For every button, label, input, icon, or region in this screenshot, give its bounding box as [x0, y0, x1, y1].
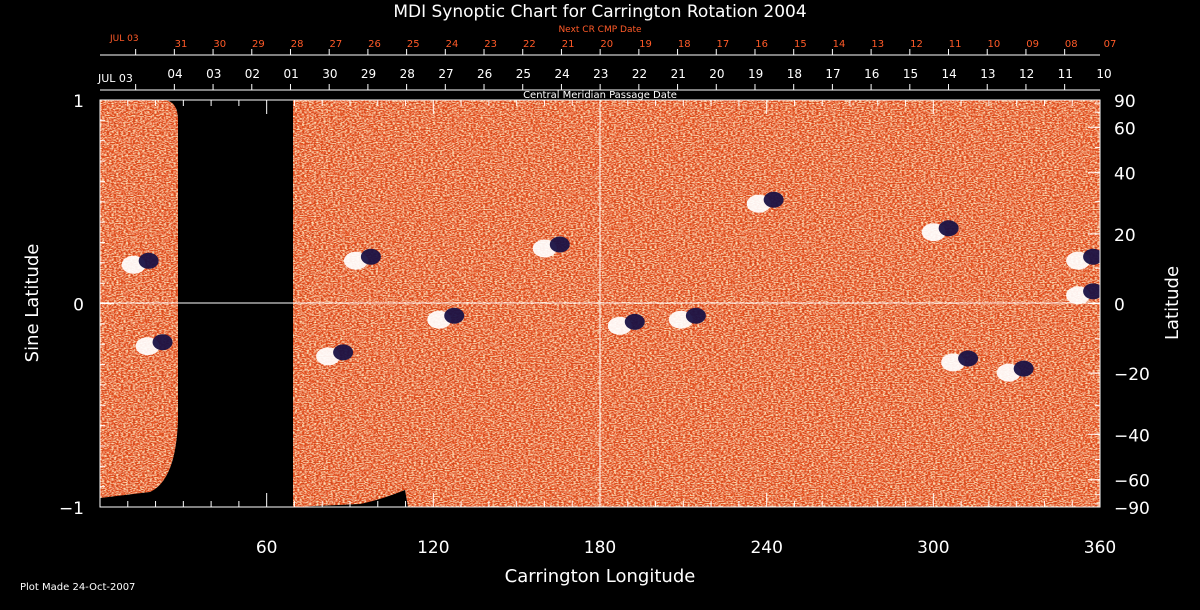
next-cr-start-label: JUL 03: [109, 34, 139, 44]
cmp-date-label: 22: [632, 67, 647, 81]
next-cr-date-label: 30: [213, 39, 226, 50]
x-tick-label: 360: [1084, 538, 1116, 558]
lat-tick-label: 40: [1114, 165, 1136, 185]
cmp-date-label: 16: [864, 67, 879, 81]
x-tick-label: 180: [584, 538, 616, 558]
x-tick-label: 120: [417, 538, 449, 558]
x-tick-label: 60: [256, 538, 278, 558]
y-axis-label-right: Latitude: [1162, 266, 1183, 340]
plot-frame: 60 120 180 240 300 360 1 0 −1 90 60 40 20 0 −20 −40 −60 −…: [59, 92, 1150, 558]
next-cr-date-label: 15: [794, 39, 807, 50]
next-cr-date-label: 11: [949, 39, 962, 50]
cmp-date-label: 04: [167, 67, 182, 81]
next-cr-date-label: 12: [910, 39, 923, 50]
active-region-negative: [685, 307, 706, 324]
next-cr-date-label: 29: [252, 39, 265, 50]
next-cr-date-label: 14: [833, 39, 846, 50]
cmp-date-label: 10: [1096, 67, 1111, 81]
next-cr-date-label: 10: [988, 39, 1001, 50]
lat-tick-label: 20: [1114, 226, 1136, 246]
cmp-date-label: 30: [322, 67, 337, 81]
cmp-axis-label: Central Meridian Passage Date: [523, 90, 677, 101]
cmp-date-label: 26: [477, 67, 492, 81]
next-cr-date-label: 22: [523, 39, 536, 50]
lat-tick-label: 60: [1114, 119, 1136, 139]
active-region-negative: [1013, 360, 1034, 377]
next-cr-date-label: 23: [484, 39, 497, 50]
cmp-date-label: 29: [361, 67, 376, 81]
lat-tick-label: −60: [1114, 472, 1150, 492]
cmp-date-label: 19: [748, 67, 763, 81]
cmp-date-label: 03: [206, 67, 221, 81]
next-cr-date-label: 27: [329, 39, 342, 50]
cmp-date-label: 15: [903, 67, 918, 81]
field-left-strip: [100, 100, 178, 498]
next-cr-date-label: 31: [175, 39, 188, 50]
next-cr-date-label: 18: [678, 39, 691, 50]
cmp-date-label: 25: [516, 67, 531, 81]
cmp-date-label: 12: [1019, 67, 1034, 81]
x-tick-label: 300: [917, 538, 949, 558]
cmp-date-label: 13: [980, 67, 995, 81]
next-cr-axis-label: Next CR CMP Date: [558, 25, 642, 35]
cmp-start-label: JUL 03: [97, 72, 133, 85]
lat-tick-label: 90: [1114, 92, 1136, 112]
active-region-negative: [1083, 283, 1100, 300]
active-region-negative: [624, 313, 645, 330]
lat-tick-label: −20: [1114, 365, 1150, 385]
cmp-date-label: 01: [283, 67, 298, 81]
chart-title: MDI Synoptic Chart for Carrington Rotati…: [393, 2, 806, 22]
cmp-date-label: 02: [245, 67, 260, 81]
active-region-negative: [138, 252, 159, 269]
y-axis-label-left: Sine Latitude: [22, 244, 43, 363]
cmp-date-label: 17: [825, 67, 840, 81]
active-region-negative: [444, 307, 465, 324]
plot-area: [100, 100, 1100, 507]
x-tick-label: 240: [750, 538, 782, 558]
next-cr-date-label: 08: [1065, 39, 1078, 50]
lat-tick-label: −90: [1114, 499, 1150, 519]
next-cr-date-label: 17: [717, 39, 730, 50]
cmp-date-label: 11: [1058, 67, 1073, 81]
next-cr-date-label: 09: [1026, 39, 1039, 50]
next-cr-date-label: 25: [407, 39, 420, 50]
cmp-date-label: 27: [438, 67, 453, 81]
y-tick-label-left: −1: [59, 499, 84, 519]
active-region-negative: [333, 344, 354, 361]
cmp-date-label: 23: [593, 67, 608, 81]
active-region-negative: [958, 350, 979, 367]
active-region-negative: [152, 334, 173, 351]
cmp-date-label: 28: [400, 67, 415, 81]
next-cr-date-label: 26: [368, 39, 381, 50]
cmp-date-label: 18: [787, 67, 802, 81]
cmp-date-label: 24: [554, 67, 569, 81]
active-region-negative: [763, 191, 784, 208]
cmp-date-label: 21: [671, 67, 686, 81]
y-tick-label-left: 1: [73, 92, 84, 112]
cmp-date-label: 14: [942, 67, 957, 81]
next-cr-date-label: 19: [639, 39, 652, 50]
active-region-negative: [1083, 248, 1100, 265]
cmp-axis: JUL 03 04 03 02 01 30 29 28 27 26 25 24 23 22 21 20 19 1…: [97, 67, 1112, 101]
next-cr-date-label: 24: [446, 39, 459, 50]
lat-tick-label: −40: [1114, 426, 1150, 446]
next-cr-axis: Next CR CMP Date JUL 03 31 30 29 28 27 26 25 24…: [100, 25, 1117, 56]
y-tick-label-left: 0: [73, 296, 84, 316]
active-region-negative: [938, 220, 959, 237]
x-axis-label: Carrington Longitude: [505, 566, 696, 587]
next-cr-date-label: 16: [755, 39, 768, 50]
lat-tick-label: 0: [1114, 296, 1125, 316]
next-cr-date-label: 28: [291, 39, 304, 50]
next-cr-date-label: 20: [600, 39, 613, 50]
next-cr-date-label: 13: [871, 39, 884, 50]
next-cr-date-label: 21: [562, 39, 575, 50]
next-cr-date-label: 07: [1104, 39, 1117, 50]
active-region-negative: [360, 248, 381, 265]
footer-note: Plot Made 24-Oct-2007: [20, 582, 135, 593]
active-region-negative: [549, 236, 570, 253]
cmp-date-label: 20: [709, 67, 724, 81]
